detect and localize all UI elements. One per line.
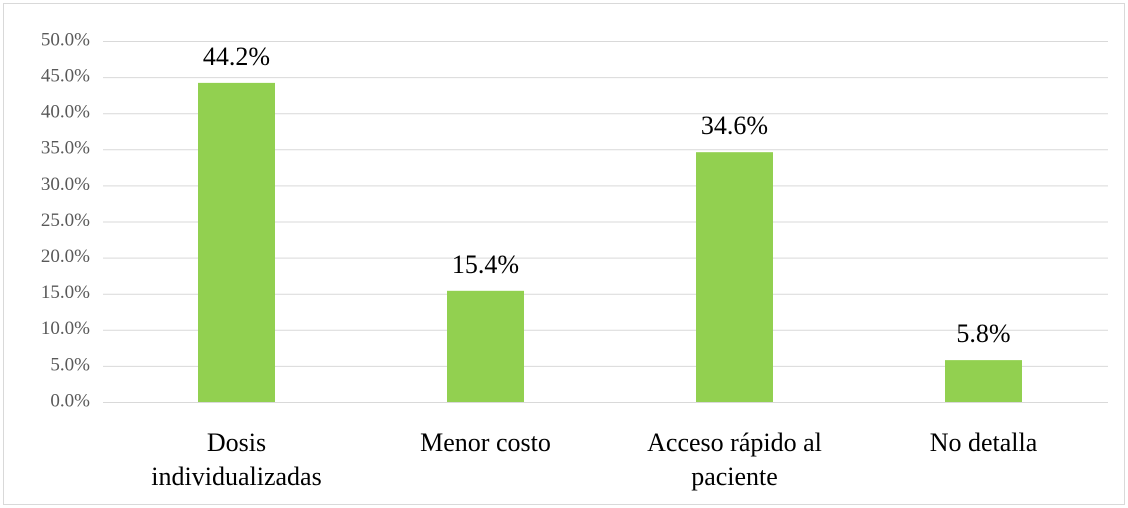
data-label: 15.4%: [452, 250, 519, 279]
x-tick-label: Acceso rápido al paciente: [647, 428, 822, 491]
bar: [696, 152, 773, 402]
y-tick-label: 0.0%: [50, 390, 90, 411]
bar: [945, 360, 1022, 402]
y-tick-label: 40.0%: [41, 102, 90, 123]
data-label: 5.8%: [956, 319, 1010, 348]
y-tick-label: 25.0%: [41, 210, 90, 231]
y-tick-label: 20.0%: [41, 246, 90, 267]
bar: [198, 82, 275, 402]
x-tick-label: Menor costo: [420, 428, 551, 457]
x-tick-label: Dosis individualizadas: [151, 428, 322, 491]
x-tick-label: No detalla: [929, 428, 1038, 457]
y-tick-label: 35.0%: [41, 138, 90, 159]
y-tick-label: 5.0%: [50, 354, 90, 375]
data-label: 44.2%: [203, 42, 270, 71]
chart-border: [3, 3, 1125, 505]
y-tick-label: 45.0%: [41, 65, 90, 86]
bar: [447, 290, 524, 402]
y-tick-label: 15.0%: [41, 282, 90, 303]
y-tick-label: 10.0%: [41, 318, 90, 339]
y-tick-label: 50.0%: [41, 29, 90, 50]
y-tick-label: 30.0%: [41, 174, 90, 195]
data-label: 34.6%: [701, 111, 768, 140]
